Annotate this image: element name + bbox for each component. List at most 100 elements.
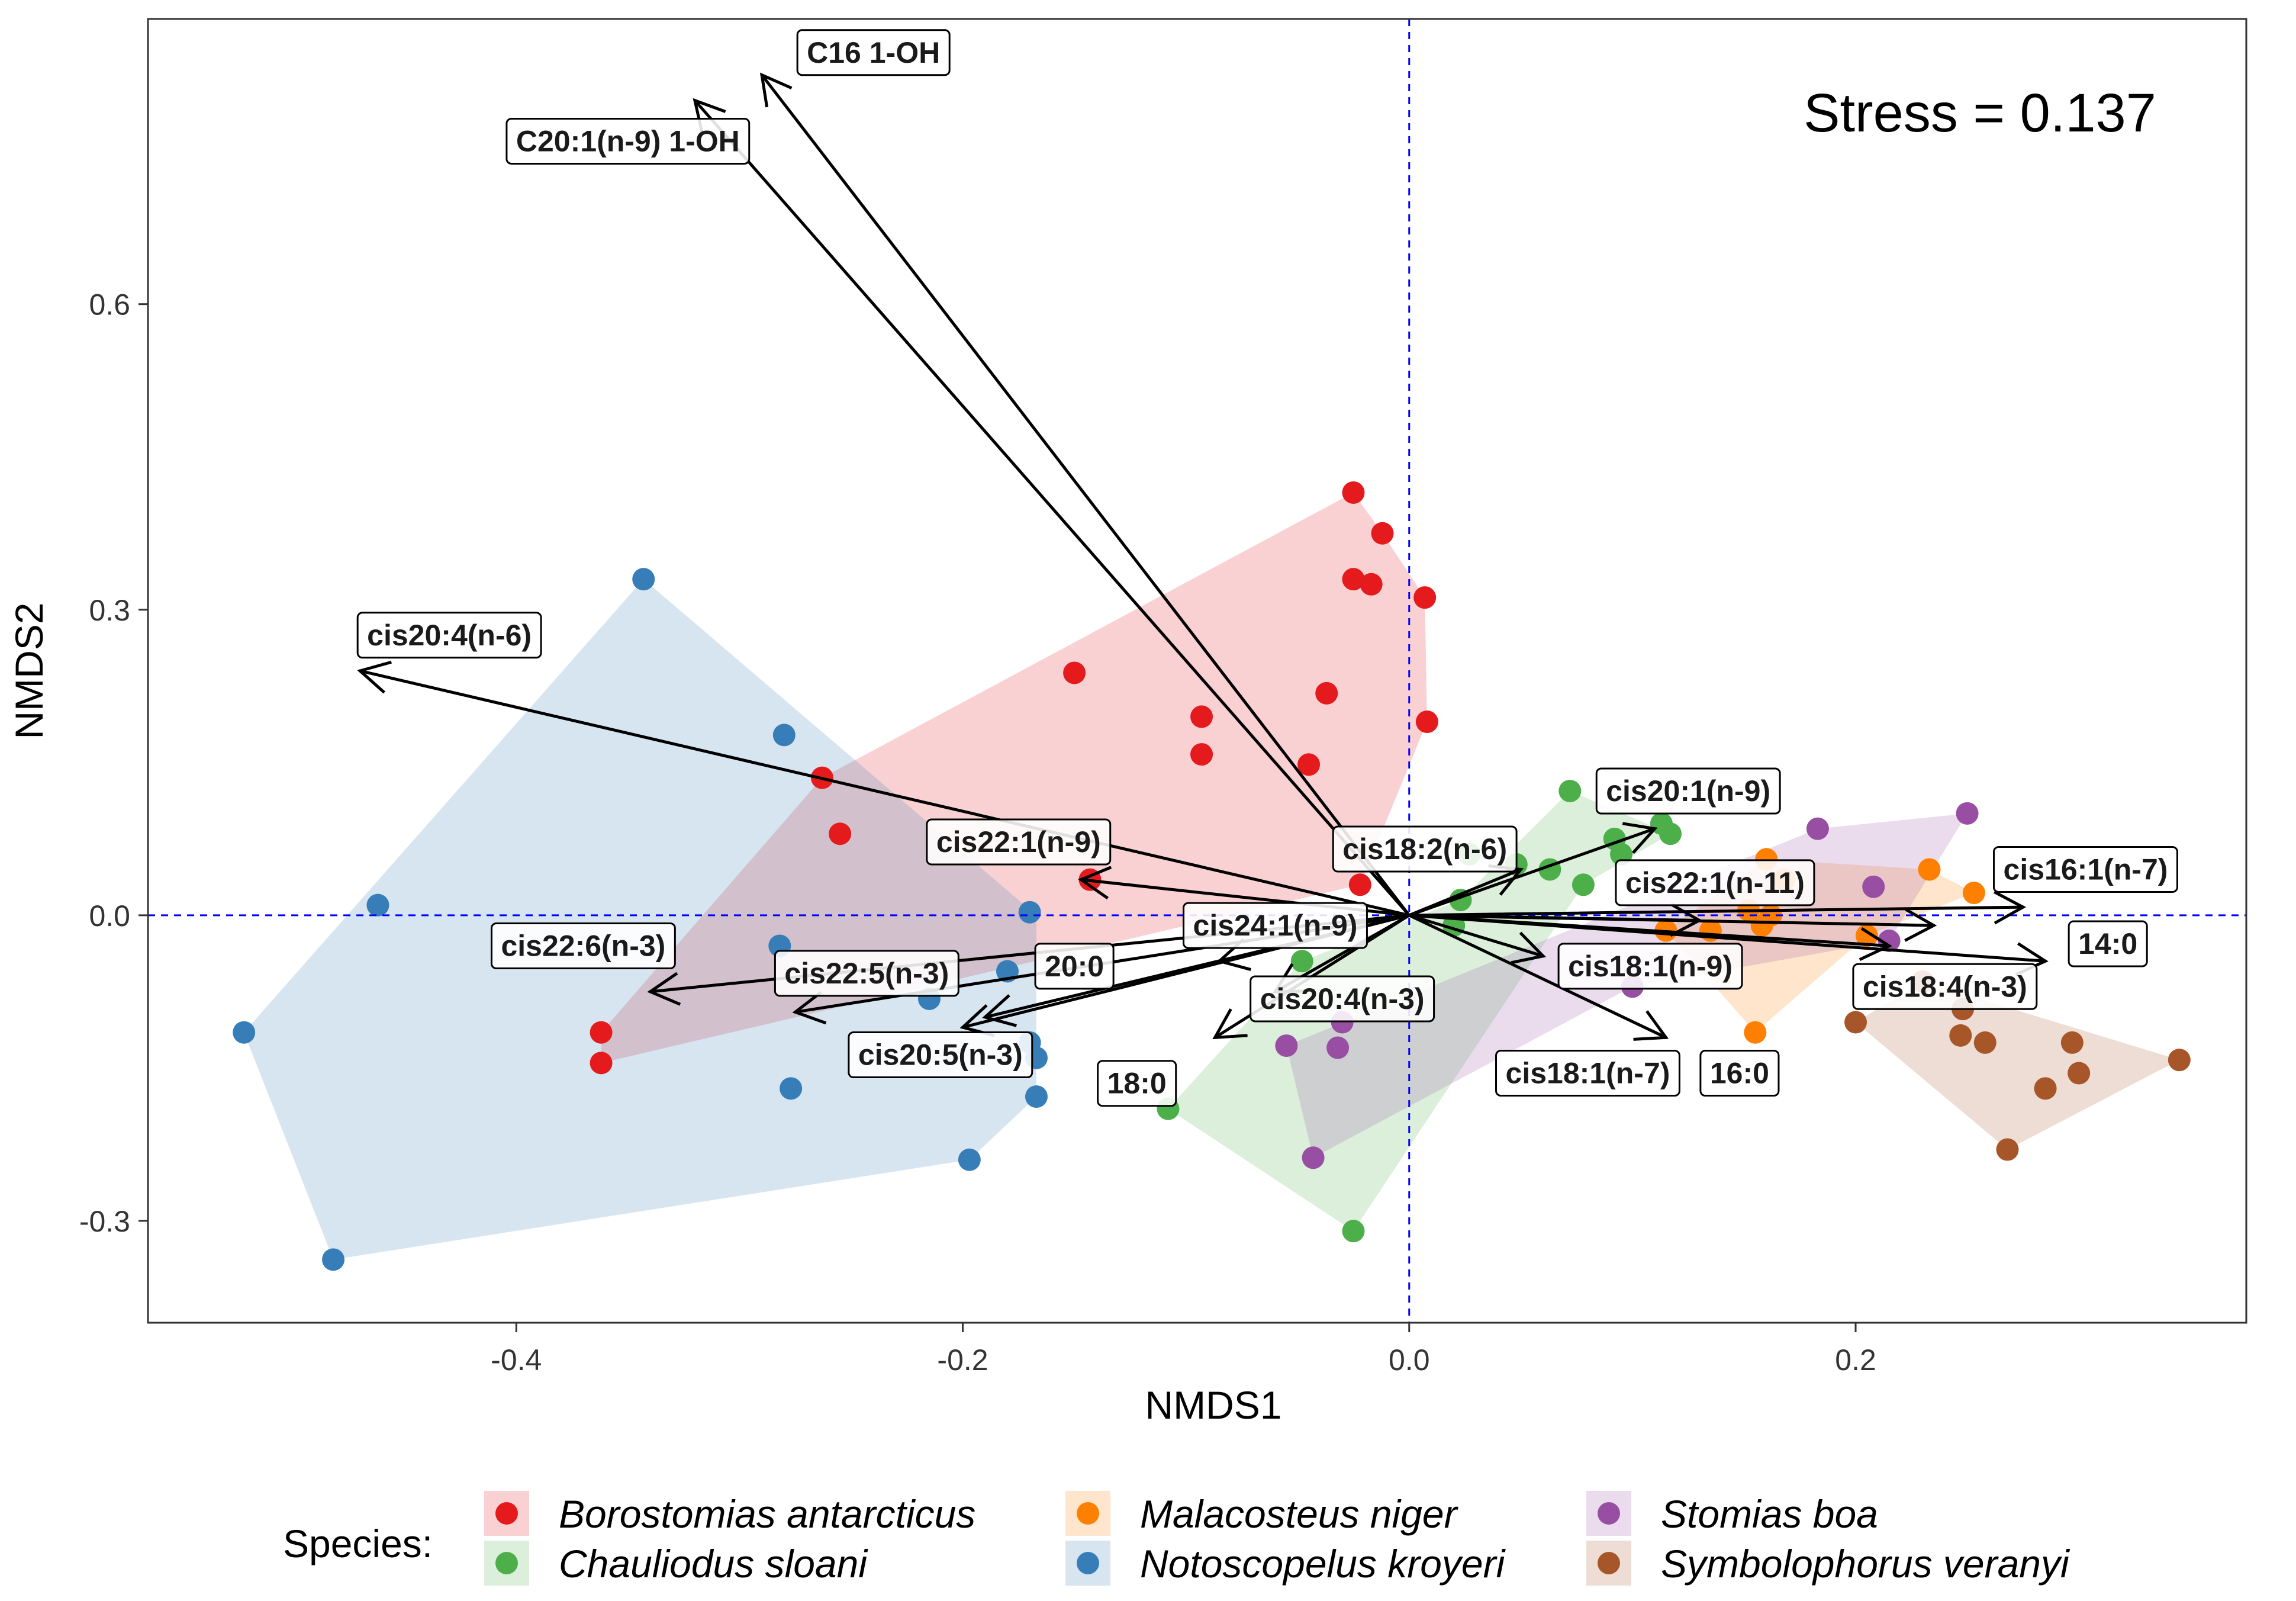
vector-label-text: cis24:1(n-9) (1193, 909, 1358, 942)
point-stomias-boa (1806, 817, 1829, 840)
vector-label-cis20-4-n-3: cis20:4(n-3) (1250, 975, 1435, 1023)
y-tick-label: 0.6 (89, 288, 130, 322)
point-symbolophorus-veranyi (1949, 1024, 1972, 1047)
vector-arrowhead (982, 994, 1017, 1027)
point-malacosteus-niger (1855, 924, 1878, 947)
vector-label-cis22-5-n-3: cis22:5(n-3) (774, 950, 959, 997)
legend-item-notoscopelus-kroyeri: Notoscopelus kroyeri (1065, 1541, 1506, 1586)
legend-label: Notoscopelus kroyeri (1140, 1542, 1506, 1586)
point-stomias-boa (1326, 1036, 1350, 1059)
vector-label-text: C20:1(n-9) 1-OH (516, 124, 740, 157)
legend-item-borostomias-antarcticus: Borostomias antarcticus (484, 1491, 975, 1536)
legend-label: Stomias boa (1661, 1492, 1878, 1536)
point-symbolophorus-veranyi (1844, 1011, 1867, 1034)
point-notoscopelus-kroyeri (772, 724, 796, 747)
vector-cis18-1-n-9 (1408, 914, 1892, 961)
vector-c16-1-oh (759, 72, 1411, 917)
point-stomias-boa (1302, 1146, 1325, 1169)
point-borostomias-antarcticus (1063, 661, 1086, 684)
vector-line (1408, 914, 1545, 958)
vector-arrowhead (759, 72, 793, 108)
vector-cis20-1-n-9 (1408, 822, 1658, 917)
vector-arrowhead (1078, 866, 1112, 900)
point-borostomias-antarcticus (1297, 753, 1321, 776)
point-borostomias-antarcticus (1360, 573, 1383, 596)
legend: Species: Borostomias antarcticus Chauliod… (283, 1491, 2070, 1586)
vector-label-box (1495, 1050, 1680, 1097)
legend-label: Borostomias antarcticus (559, 1492, 975, 1536)
vector-label-box (796, 29, 951, 76)
vector-label-c16-1-oh: C16 1-OH (796, 29, 951, 76)
y-axis-title: NMDS2 (7, 602, 51, 739)
point-borostomias-antarcticus (1315, 681, 1338, 705)
vector-line (693, 99, 1411, 917)
point-notoscopelus-kroyeri (366, 893, 389, 917)
legend-key-point (1077, 1502, 1099, 1525)
vector-label-text: cis22:5(n-3) (784, 957, 949, 990)
x-axis-title: NMDS1 (1145, 1383, 1281, 1427)
point-chauliodus-sloani (1558, 779, 1582, 802)
vector-label-box (1332, 825, 1518, 873)
point-borostomias-antarcticus (590, 1052, 613, 1075)
vector-label-box (1183, 902, 1368, 949)
x-tick-label: -0.2 (937, 1343, 988, 1377)
vector-arrowhead (1212, 1008, 1248, 1040)
vector-line (760, 73, 1411, 917)
point-borostomias-antarcticus (1190, 743, 1213, 766)
vector-line (1408, 827, 1657, 917)
point-malacosteus-niger (1962, 882, 1985, 905)
vector-label-box (1595, 767, 1781, 815)
vector-label-cis22-1-n-11: cis22:1(n-11) (1615, 859, 1815, 906)
legend-label: Chauliodus sloani (559, 1542, 868, 1586)
vector-arrowhead (357, 660, 392, 694)
vector-label-text: cis18:1(n-9) (1568, 950, 1733, 983)
point-borostomias-antarcticus (1342, 568, 1365, 591)
vector-label-cis22-6-n-3: cis22:6(n-3) (490, 922, 676, 969)
vector-label-box (848, 1031, 1033, 1079)
point-notoscopelus-kroyeri (632, 568, 655, 591)
vector-label-text: cis22:6(n-3) (501, 929, 665, 962)
vector-label-text: 16:0 (1710, 1057, 1769, 1090)
vector-label-box (1615, 859, 1815, 906)
vector-label-box (926, 818, 1112, 866)
point-stomias-boa (1956, 802, 1979, 825)
legend-label: Symbolophorus veranyi (1661, 1542, 2070, 1586)
legend-key-point (495, 1502, 518, 1525)
vector-label-box (1852, 963, 2038, 1010)
legend-key-point (1598, 1552, 1620, 1574)
vector-label-cis20-5-n-3: cis20:5(n-3) (848, 1031, 1033, 1079)
vector-label-c20-1-n-9-1-oh: C20:1(n-9) 1-OH (505, 117, 751, 165)
vector-line (358, 669, 1411, 917)
hull-borostomias-antarcticus (601, 492, 1427, 1063)
point-chauliodus-sloani (1572, 873, 1595, 896)
legend-item-symbolophorus-veranyi: Symbolophorus veranyi (1586, 1541, 2070, 1586)
point-notoscopelus-kroyeri (1025, 1085, 1048, 1108)
y-tick-label: 0.3 (89, 594, 130, 627)
vector-label-box (356, 612, 542, 659)
vector-label-box (1993, 845, 2178, 893)
point-chauliodus-sloani (1290, 950, 1313, 973)
vector-label-cis24-1-n-9: cis24:1(n-9) (1183, 902, 1368, 949)
x-tick-label: 0.0 (1389, 1343, 1430, 1377)
vector-label-text: cis18:2(n-6) (1342, 832, 1507, 866)
point-stomias-boa (1275, 1034, 1298, 1057)
vector-label-cis16-1-n-7: cis16:1(n-7) (1993, 845, 2178, 893)
point-symbolophorus-veranyi (2060, 1031, 2084, 1054)
vector-label-20-0: 20:0 (1034, 943, 1115, 990)
vector-label-14-0: 14:0 (2068, 920, 2148, 967)
legend-item-chauliodus-sloani: Chauliodus sloani (484, 1541, 868, 1586)
point-symbolophorus-veranyi (2034, 1077, 2057, 1100)
point-symbolophorus-veranyi (1973, 1031, 1996, 1054)
legend-item-stomias-boa: Stomias boa (1586, 1491, 1878, 1536)
point-symbolophorus-veranyi (2168, 1049, 2191, 1072)
vector-arrowhead (1511, 931, 1547, 965)
vector-line (1408, 914, 1936, 927)
vector-label-cis18-1-n-7: cis18:1(n-7) (1495, 1050, 1680, 1097)
vector-label-text: cis20:5(n-3) (858, 1039, 1023, 1072)
vector-label-18-0: 18:0 (1097, 1060, 1177, 1107)
vector-label-box (490, 922, 676, 969)
vector-label-cis22-1-n-9: cis22:1(n-9) (926, 818, 1112, 866)
stress-annotation: Stress = 0.137 (1804, 83, 2156, 143)
legend-key-point (1077, 1552, 1099, 1574)
